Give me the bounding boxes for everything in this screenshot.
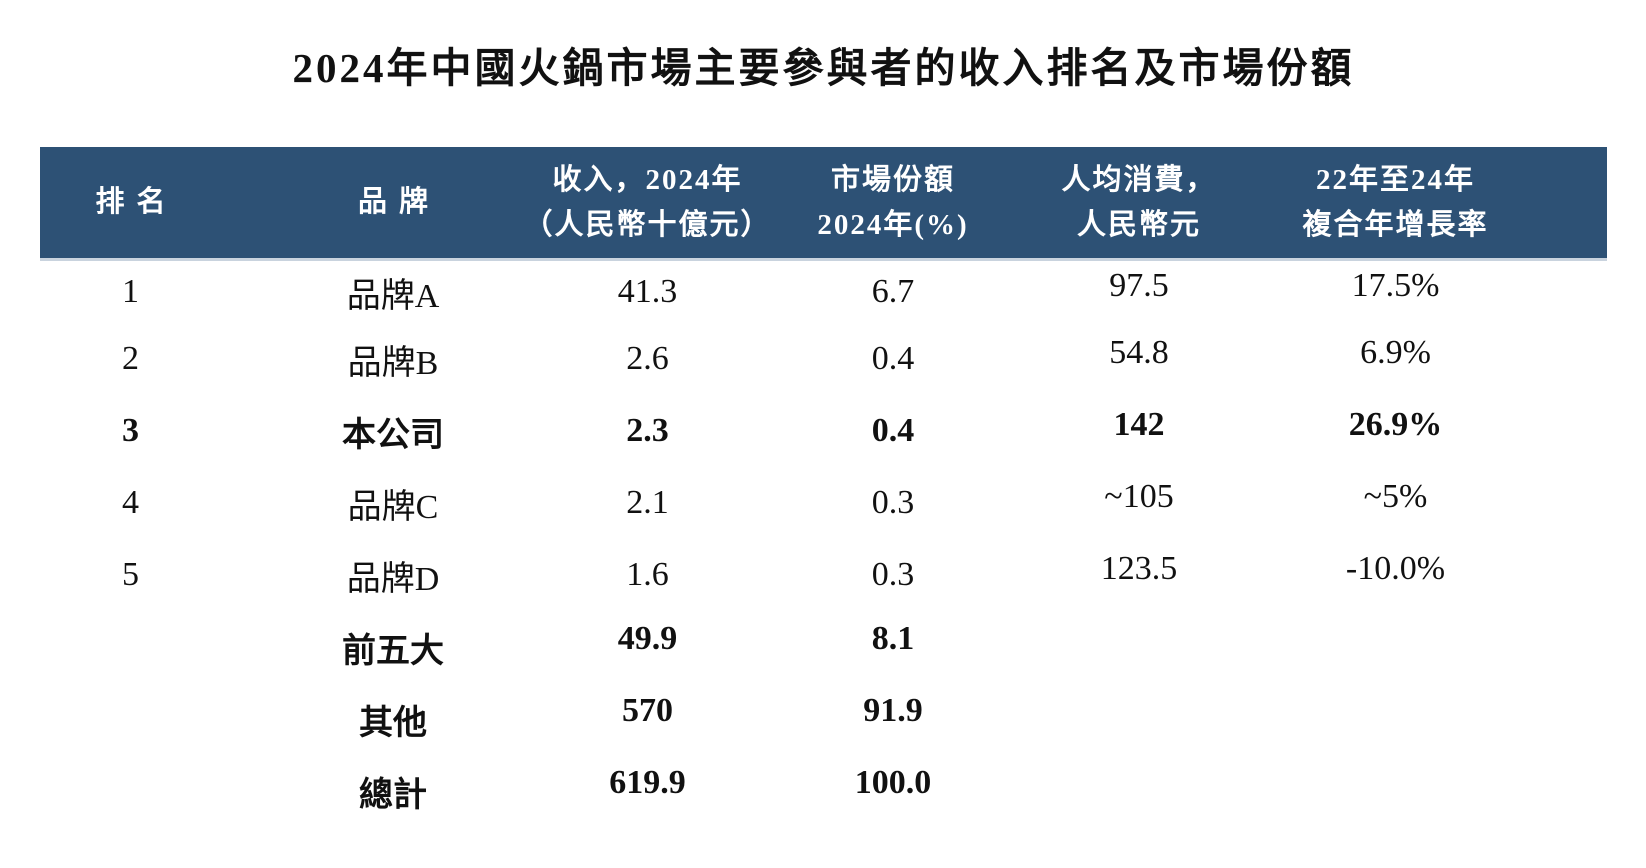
cell-percap: 142	[1113, 406, 1165, 443]
cell-share: 0.3	[871, 484, 915, 521]
table-row-brand-c: 4 品牌C 2.1 0.3 ~105 ~5%	[40, 467, 1607, 539]
cell-revenue: 570	[622, 692, 673, 729]
cell-brand: 品牌A	[346, 277, 440, 315]
col-header-cagr: 22年至24年 複合年增長率	[1264, 147, 1607, 261]
cell-cagr: 26.9%	[1348, 406, 1443, 443]
cell-percap: 123.5	[1100, 550, 1178, 587]
cell-brand: 品牌D	[346, 560, 440, 598]
table-row-our-company: 3 本公司 2.3 0.4 142 26.9%	[40, 395, 1607, 467]
cell-revenue: 2.1	[626, 484, 669, 521]
table-row-total: 總計 619.9 100.0	[40, 755, 1607, 827]
header-line: 22年至24年	[1315, 163, 1475, 196]
table-row-brand-b: 2 品牌B 2.6 0.4 54.8 6.9%	[40, 323, 1607, 395]
cell-share: 0.4	[871, 340, 915, 377]
cell-cagr: -10.0%	[1345, 550, 1446, 587]
cell-revenue: 41.3	[617, 273, 678, 310]
cell-rank	[40, 611, 263, 683]
cell-share: 0.3	[871, 556, 915, 593]
col-header-revenue: 收入，2024年 （人民幣十億元）	[523, 147, 772, 261]
cell-cagr: 6.9%	[1360, 334, 1431, 371]
cell-share: 91.9	[863, 692, 923, 729]
cell-revenue: 2.6	[626, 340, 669, 377]
cell-rank	[40, 683, 263, 755]
cell-revenue: 49.9	[617, 620, 678, 657]
cell-cagr: ~5%	[1363, 478, 1428, 515]
table-row-top-five: 前五大 49.9 8.1	[40, 611, 1607, 683]
cell-share: 100.0	[854, 764, 932, 801]
col-header-market-share: 市場份額 2024年(%)	[772, 147, 1014, 261]
cell-rank: 3	[122, 412, 139, 449]
cell-percap	[1014, 605, 1264, 677]
cell-share: 0.4	[871, 412, 915, 449]
cell-percap	[1014, 749, 1264, 821]
header-line: 品牌	[357, 186, 440, 218]
col-header-per-capita: 人均消費， 人民幣元	[1014, 147, 1264, 261]
cell-share: 8.1	[871, 620, 915, 657]
table-row-others: 其他 570 91.9	[40, 683, 1607, 755]
cell-percap: 54.8	[1109, 334, 1169, 371]
header-line: （人民幣十億元）	[523, 208, 772, 241]
cell-revenue: 2.3	[626, 412, 669, 449]
cell-brand: 前五大	[342, 632, 444, 670]
market-ranking-table: 排名 品牌 收入，2024年 （人民幣十億元） 市場份額 2024年(%) 人均…	[40, 147, 1607, 827]
cell-percap: ~105	[1104, 478, 1174, 515]
cell-percap: 97.5	[1109, 267, 1169, 304]
cell-rank: 1	[122, 273, 139, 310]
header-line: 人民幣元	[1076, 208, 1201, 241]
cell-brand: 本公司	[342, 416, 444, 454]
cell-brand: 品牌B	[347, 344, 439, 382]
cell-rank	[40, 755, 263, 827]
header-line: 複合年增長率	[1302, 208, 1489, 241]
cell-rank: 4	[122, 484, 139, 521]
cell-cagr	[1264, 677, 1607, 749]
cell-brand: 其他	[359, 704, 427, 742]
header-line: 收入，2024年	[552, 163, 743, 196]
cell-brand: 品牌C	[347, 488, 439, 526]
cell-revenue: 1.6	[626, 556, 669, 593]
cell-brand: 總計	[359, 776, 427, 814]
cell-share: 6.7	[871, 273, 915, 310]
cell-cagr	[1264, 605, 1607, 677]
table-body: 1 品牌A 41.3 6.7 97.5 17.5% 2 品牌B 2.6 0.4 …	[40, 260, 1607, 828]
table-row-brand-a: 1 品牌A 41.3 6.7 97.5 17.5%	[40, 260, 1607, 324]
cell-revenue: 619.9	[609, 764, 686, 801]
cell-cagr	[1264, 749, 1607, 821]
table-header: 排名 品牌 收入，2024年 （人民幣十億元） 市場份額 2024年(%) 人均…	[40, 147, 1607, 261]
header-line: 人均消費，	[1061, 163, 1217, 196]
header-line: 市場份額	[830, 163, 955, 196]
cell-percap	[1014, 677, 1264, 749]
col-header-brand: 品牌	[263, 147, 523, 261]
header-line: 排名	[95, 186, 178, 218]
col-header-rank: 排名	[40, 147, 263, 261]
cell-cagr: 17.5%	[1351, 267, 1440, 304]
cell-rank: 5	[122, 556, 139, 593]
cell-rank: 2	[122, 340, 139, 377]
header-row: 排名 品牌 收入，2024年 （人民幣十億元） 市場份額 2024年(%) 人均…	[40, 147, 1607, 261]
table-title: 2024年中國火鍋市場主要參與者的收入排名及市場份額	[292, 45, 1355, 91]
table-row-brand-d: 5 品牌D 1.6 0.3 123.5 -10.0%	[40, 539, 1607, 611]
header-line: 2024年(%)	[817, 208, 969, 241]
